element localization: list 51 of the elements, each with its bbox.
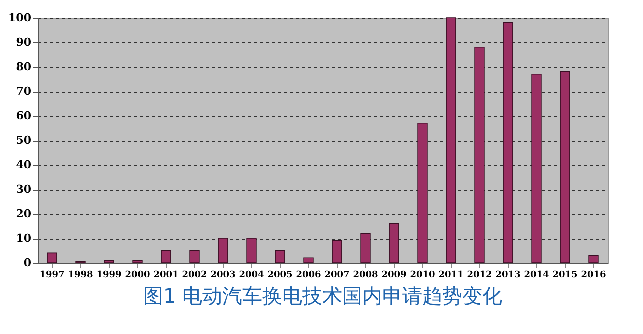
x-tick-label: 2011 — [438, 270, 464, 280]
y-tick-label: 0 — [24, 256, 32, 270]
x-tick-label: 2004 — [239, 270, 264, 280]
y-tick-label: 70 — [16, 85, 32, 98]
bar — [532, 74, 542, 264]
bar — [246, 238, 257, 264]
bar — [474, 47, 485, 264]
y-tick-label: 30 — [16, 183, 32, 196]
x-tick-label: 2003 — [210, 270, 236, 280]
y-tick-label: 10 — [16, 232, 32, 245]
x-tick-label: 2009 — [382, 270, 407, 280]
y-tick-label: 40 — [16, 158, 32, 172]
x-tick-label: 2000 — [125, 270, 150, 280]
y-tick-label: 90 — [16, 36, 32, 49]
y-tick-label: 60 — [16, 110, 32, 122]
x-tick-label: 1999 — [96, 270, 122, 280]
x-tick-label: 2001 — [154, 270, 179, 280]
x-tick-label: 2016 — [581, 270, 606, 280]
x-tick-label: 2014 — [524, 270, 550, 280]
x-tick-label: 2007 — [324, 270, 350, 280]
text: 图1 电动汽车换电技术国内申请趋势变化 — [143, 284, 503, 308]
y-tick-label: 50 — [16, 134, 32, 147]
y-tick-label: 20 — [16, 208, 32, 220]
bar — [446, 18, 456, 264]
bar — [104, 260, 114, 264]
x-tick-label: 2013 — [496, 270, 521, 280]
bar — [389, 223, 400, 264]
bar — [418, 122, 428, 264]
bar — [161, 250, 172, 264]
x-tick-label: 2005 — [268, 270, 293, 280]
x-tick-label: 2006 — [296, 270, 322, 280]
x-tick-label: 2012 — [467, 270, 492, 280]
y-tick-label: 80 — [16, 60, 32, 74]
bar — [218, 238, 228, 264]
bar — [503, 22, 514, 264]
x-tick-label: 1997 — [40, 270, 65, 280]
bar — [560, 72, 570, 264]
bar — [360, 233, 371, 264]
bar — [304, 258, 314, 264]
bar — [332, 240, 342, 264]
y-tick-label: 100 — [8, 12, 32, 24]
bar — [47, 252, 58, 264]
x-tick-label: 2008 — [353, 270, 378, 280]
x-tick-label: 2010 — [410, 270, 436, 280]
bar — [132, 260, 143, 264]
x-tick-label: 1998 — [68, 270, 94, 280]
bar — [190, 250, 200, 264]
bar — [275, 250, 286, 264]
x-tick-label: 2015 — [552, 270, 578, 280]
bar — [588, 255, 599, 264]
x-tick-label: 2002 — [182, 270, 208, 280]
